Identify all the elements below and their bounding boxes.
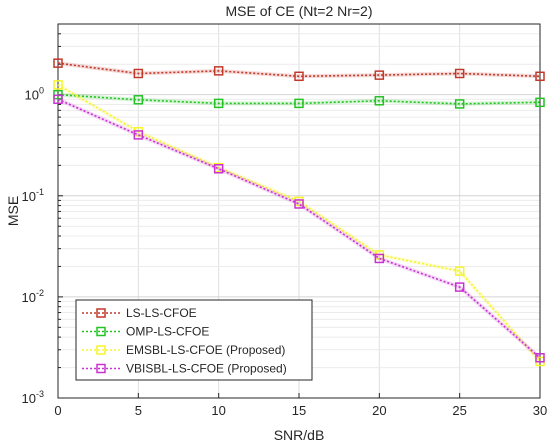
legend-entry: LS-LS-CFOE	[82, 306, 197, 320]
series-point	[454, 68, 465, 79]
legend: LS-LS-CFOE OMP-LS-CFOE EMSBL-LS-CFOE (Prop…	[75, 299, 313, 381]
series-point	[133, 95, 144, 105]
series-point	[294, 71, 304, 82]
series-point	[535, 97, 545, 108]
series-point	[535, 71, 545, 82]
series-point	[454, 266, 465, 276]
series-point	[535, 353, 545, 363]
series-point	[374, 70, 385, 80]
series-line	[57, 84, 541, 362]
series-point	[454, 282, 465, 292]
x-tick-label: 30	[533, 403, 547, 418]
x-tick-label: 20	[372, 403, 386, 418]
legend-swatch-marker	[96, 326, 106, 337]
series-point	[213, 98, 224, 109]
legend-entry: VBISBL-LS-CFOE (Proposed)	[82, 362, 287, 376]
legend-label: VBISBL-LS-CFOE (Proposed)	[126, 362, 287, 376]
series-line	[57, 93, 541, 105]
x-axis: 0 5 10 15 20 25 30	[54, 393, 547, 418]
x-tick-label: 0	[54, 403, 61, 418]
y-tick-label: 10-2	[22, 288, 44, 305]
chart-title: MSE of CE (Nt=2 Nr=2)	[225, 3, 372, 19]
series-point	[454, 99, 465, 109]
series-0	[53, 58, 545, 82]
series-point	[213, 164, 224, 174]
legend-entry: OMP-LS-CFOE	[82, 325, 209, 339]
x-tick-label: 10	[211, 403, 225, 418]
series-point	[53, 80, 63, 90]
legend-swatch-marker	[96, 308, 106, 318]
legend-swatch-marker	[96, 363, 106, 374]
x-axis-label: SNR/dB	[274, 427, 325, 443]
series-point	[53, 94, 63, 105]
series-point	[294, 199, 304, 209]
series-point	[374, 253, 385, 264]
legend-label: EMSBL-LS-CFOE (Proposed)	[126, 343, 285, 357]
series-point	[133, 130, 144, 140]
x-tick-label: 5	[135, 403, 142, 418]
series-lines	[53, 58, 545, 367]
series-3	[53, 94, 545, 363]
series-point	[294, 98, 304, 109]
series-line	[57, 62, 541, 78]
series-point	[213, 66, 224, 76]
y-tick-label: 10-1	[22, 187, 44, 204]
legend-label: LS-LS-CFOE	[126, 306, 197, 320]
series-point	[133, 68, 144, 79]
y-tick-label: 10-3	[22, 389, 44, 406]
series-line	[57, 98, 541, 359]
series-point	[374, 96, 385, 106]
y-axis-label: MSE	[5, 196, 21, 226]
legend-entry: EMSBL-LS-CFOE (Proposed)	[82, 343, 285, 357]
series-point	[53, 58, 63, 68]
y-tick-label: 100	[25, 86, 44, 103]
legend-label: OMP-LS-CFOE	[126, 325, 209, 339]
x-tick-label: 25	[452, 403, 466, 418]
legend-swatch-marker	[96, 345, 106, 355]
x-tick-label: 15	[292, 403, 306, 418]
